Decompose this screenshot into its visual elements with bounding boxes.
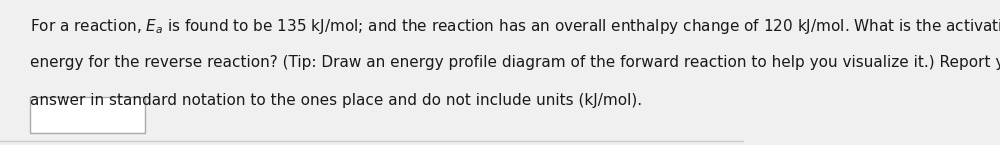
- FancyBboxPatch shape: [30, 97, 145, 133]
- Text: energy for the reverse reaction? (Tip: Draw an energy profile diagram of the for: energy for the reverse reaction? (Tip: D…: [30, 55, 1000, 70]
- Text: For a reaction, $E_a$ is found to be 135 kJ/mol; and the reaction has an overall: For a reaction, $E_a$ is found to be 135…: [30, 17, 1000, 36]
- Text: answer in standard notation to the ones place and do not include units (kJ/mol).: answer in standard notation to the ones …: [30, 93, 642, 108]
